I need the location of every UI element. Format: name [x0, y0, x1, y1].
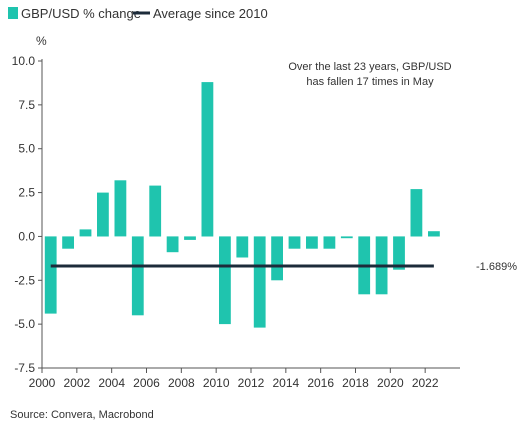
- x-tick-label-4: 2008: [168, 376, 195, 390]
- legend-label-bars: GBP/USD % change: [21, 6, 141, 21]
- y-tick-label-1: 7.5: [18, 98, 35, 112]
- x-tick-label-0: 2000: [29, 376, 56, 390]
- x-tick-label-9: 2018: [342, 376, 369, 390]
- bar-16: [323, 236, 336, 249]
- source-note: Source: Convera, Macrobond: [10, 409, 154, 421]
- x-tick-label-8: 2016: [307, 376, 334, 390]
- x-tick-label-6: 2012: [238, 376, 265, 390]
- bar-14: [288, 236, 301, 249]
- x-tick-label-7: 2014: [272, 376, 299, 390]
- annotation-line-2: has fallen 17 times in May: [306, 76, 434, 88]
- x-tick-label-5: 2010: [203, 376, 230, 390]
- x-tick-label-11: 2022: [412, 376, 439, 390]
- x-tick-label-3: 2006: [133, 376, 160, 390]
- bar-3: [97, 192, 109, 237]
- x-tick-label-10: 2020: [377, 376, 404, 390]
- x-ticks: 2000 2002 2004 2006 2008 2010 2012 2014 2016 2018…: [29, 368, 439, 390]
- bar-2: [79, 229, 92, 237]
- y-tick-label-5: -2.5: [14, 273, 35, 287]
- bar-12: [253, 236, 266, 328]
- average-line-group: -1.689%: [50, 261, 517, 273]
- bar-15: [306, 236, 318, 249]
- bar-9: [201, 82, 214, 237]
- bar-8: [184, 236, 196, 240]
- y-tick-label-7: -7.5: [14, 361, 35, 375]
- y-tick-label-2: 5.0: [18, 142, 35, 156]
- average-label: -1.689%: [476, 261, 517, 273]
- annotation-line-1: Over the last 23 years, GBP/USD: [288, 61, 451, 73]
- y-tick-label-3: 2.5: [18, 186, 35, 200]
- x-tick-label-2: 2004: [98, 376, 125, 390]
- bar-5: [131, 236, 144, 316]
- bar-21: [410, 189, 423, 237]
- x-tick-label-1: 2002: [63, 376, 90, 390]
- bar-7: [166, 236, 179, 253]
- bar-10: [219, 236, 231, 325]
- bar-20: [393, 236, 405, 270]
- bars: [44, 82, 440, 328]
- y-ticks: 10.0 7.5 5.0 2.5 0.0 -2.5 -5.0 -7.5: [12, 54, 42, 375]
- y-tick-label-0: 10.0: [12, 54, 36, 68]
- bar-22: [428, 231, 440, 237]
- bar-4: [114, 180, 127, 237]
- legend: GBP/USD % change Average since 2010: [8, 6, 268, 21]
- y-tick-label-6: -5.0: [14, 317, 35, 331]
- legend-label-line: Average since 2010: [153, 6, 268, 21]
- bar-11: [236, 236, 249, 258]
- bar-13: [271, 236, 283, 281]
- bar-0: [44, 236, 57, 314]
- bar-17: [340, 236, 353, 239]
- bar-6: [149, 185, 162, 237]
- y-tick-label-4: 0.0: [18, 229, 35, 243]
- legend-swatch-bars: [8, 7, 18, 19]
- bar-1: [62, 236, 74, 249]
- y-axis-label: %: [36, 34, 47, 48]
